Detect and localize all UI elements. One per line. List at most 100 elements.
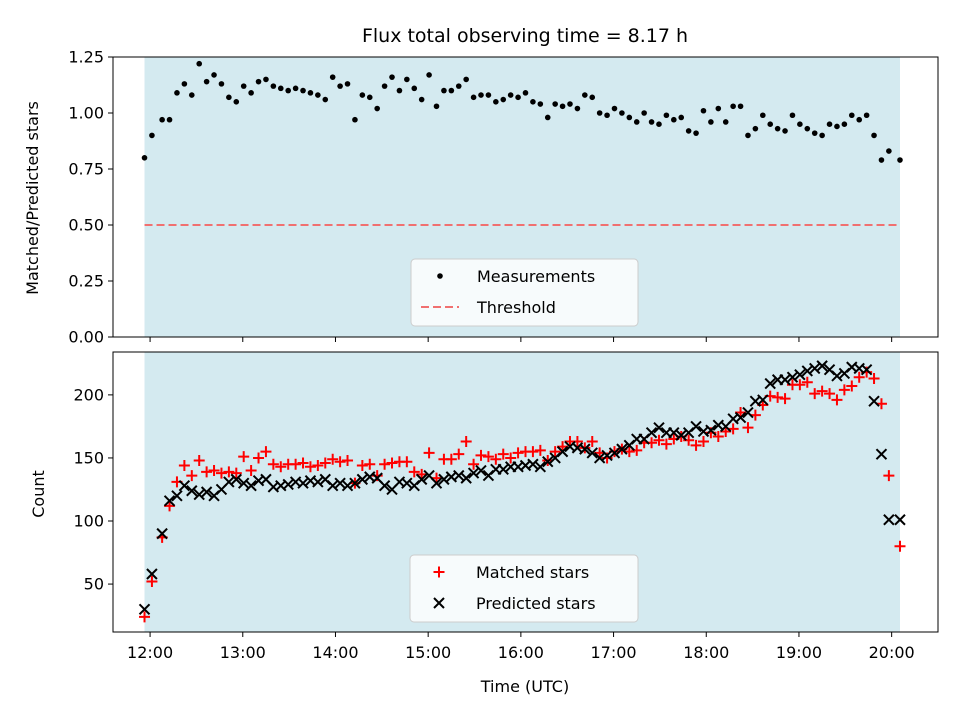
predicted-star-point	[200, 486, 213, 498]
measurement-point	[285, 87, 291, 94]
measurement-point	[329, 74, 336, 80]
measurement-point	[248, 90, 254, 96]
matched-star-point	[304, 461, 316, 473]
measurement-point	[745, 132, 751, 139]
predicted-star-point	[297, 477, 309, 489]
measurement-point	[344, 81, 351, 87]
predicted-star-point	[868, 395, 880, 407]
matched-star-point	[512, 447, 524, 459]
measurement-point	[515, 94, 521, 101]
matched-star-point	[386, 457, 398, 469]
bottom-y-axis-label: Count	[29, 470, 48, 518]
predicted-star-point	[341, 479, 354, 492]
measurement-point	[626, 114, 633, 121]
matched-star-point	[445, 453, 457, 465]
predicted-star-point	[616, 443, 628, 455]
matched-star-point	[334, 456, 346, 468]
predicted-star-point	[586, 447, 598, 459]
measurement-point	[544, 114, 551, 121]
predicted-star-point	[894, 514, 906, 526]
x-tick-label: 20:00	[869, 643, 915, 662]
measurement-point	[141, 155, 148, 161]
top-y-tick-label: 1.25	[68, 48, 104, 67]
measurement-point	[404, 76, 410, 83]
bottom-y-tick-label: 100	[73, 512, 104, 531]
measurement-point	[411, 85, 418, 92]
predicted-star-point	[223, 476, 235, 488]
matched-star-point	[490, 453, 502, 465]
predicted-star-point	[193, 488, 205, 501]
predicted-star-point	[156, 527, 168, 540]
measurement-point	[559, 103, 566, 110]
predicted-star-point	[675, 429, 687, 441]
measurement-point	[166, 116, 173, 123]
measurement-point	[359, 92, 366, 98]
predicted-star-point	[415, 473, 428, 486]
measurement-point	[315, 92, 321, 98]
x-axis-label: Time (UTC)	[480, 677, 569, 696]
count-panel: 50 100 150 200 12:00 13:00 14:00 15:00 16:00 17:0…	[73, 351, 939, 662]
measurement-point	[522, 90, 529, 96]
measurement-point	[322, 96, 329, 103]
predicted-star-point	[653, 421, 665, 434]
matched-star-point	[883, 470, 895, 482]
measurement-point	[841, 121, 848, 127]
measurement-point	[767, 121, 774, 127]
matched-star-point	[186, 470, 198, 482]
predicted-star-point	[742, 406, 754, 419]
predicted-star-point	[860, 363, 873, 376]
bottom-legend-label: Matched stars	[476, 563, 589, 582]
bottom-axes-frame	[112, 351, 939, 633]
measurement-point	[671, 116, 677, 123]
measurement-point	[886, 148, 892, 154]
predicted-star-point	[668, 427, 680, 439]
measurement-point	[789, 112, 796, 119]
predicted-star-point	[467, 467, 480, 479]
measurement-point	[366, 94, 373, 101]
top-axes-frame	[112, 56, 939, 338]
predicted-star-point	[690, 420, 702, 433]
predicted-star-point	[764, 377, 776, 390]
matched-star-point	[312, 460, 324, 472]
measurement-point	[203, 78, 210, 85]
matched-star-point	[146, 576, 158, 588]
matched-star-point	[260, 446, 272, 458]
predicted-star-point	[334, 477, 346, 489]
measurement-point	[470, 94, 477, 101]
predicted-star-point	[579, 443, 591, 455]
measurement-point	[149, 132, 155, 139]
predicted-star-point	[146, 568, 158, 580]
measurement-point	[722, 119, 729, 125]
measurement-point	[797, 121, 803, 127]
measurement-point	[455, 83, 462, 89]
measurement-point	[478, 92, 484, 98]
measurement-point	[693, 130, 699, 136]
matched-star-point	[549, 446, 561, 458]
measurement-point	[181, 81, 188, 87]
predicted-star-point	[349, 477, 361, 489]
measurement-point	[737, 103, 744, 110]
predicted-star-point	[230, 473, 242, 486]
matched-star-point	[475, 449, 487, 461]
matched-star-point	[245, 465, 257, 477]
x-tick-label: 13:00	[220, 643, 266, 662]
matched-star-point	[453, 448, 465, 460]
predicted-star-point	[542, 456, 554, 468]
matched-star-point	[178, 460, 190, 472]
predicted-star-point	[556, 445, 569, 458]
predicted-star-point	[601, 449, 613, 462]
matched-star-point	[772, 391, 784, 403]
measurement-point	[300, 87, 306, 94]
measurement-point	[218, 81, 225, 87]
matched-star-point	[201, 466, 213, 478]
measurement-point	[871, 132, 877, 139]
matched-star-point	[342, 454, 354, 466]
matched-star-point	[193, 454, 205, 466]
measurement-point	[826, 121, 833, 127]
predicted-star-point	[171, 490, 183, 502]
matched-star-point	[139, 611, 151, 623]
matched-star-point	[586, 436, 598, 448]
predicted-star-point	[779, 374, 791, 386]
measurement-point	[255, 78, 262, 85]
x-tick-label: 14:00	[312, 643, 358, 662]
